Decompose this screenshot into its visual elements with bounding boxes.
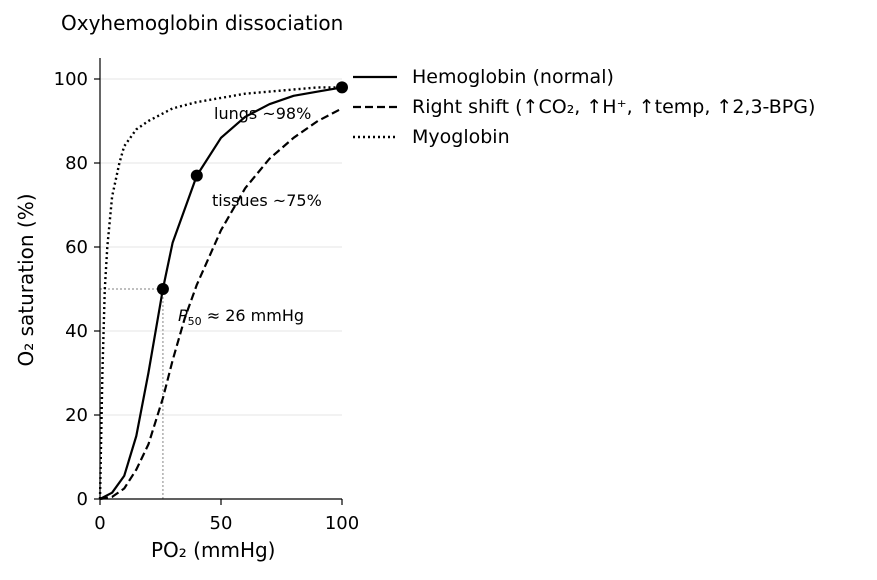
data-point-marker — [336, 81, 348, 94]
annotation-p50-rest: ≈ 26 mmHg — [201, 306, 305, 325]
data-point-marker — [156, 283, 169, 295]
ticks: 0 50 100 0 20 40 60 80 100 — [54, 69, 360, 534]
y-tick-label: 60 — [65, 237, 88, 258]
legend-label-myoglobin: Myoglobin — [412, 126, 510, 148]
series-line-dashed — [99, 107, 343, 501]
y-axis-label: O₂ saturation (%) — [14, 193, 38, 367]
x-tick-label: 0 — [94, 513, 105, 534]
legend-label-right-shift: Right shift (↑CO₂, ↑H⁺, ↑temp, ↑2,3-BPG) — [412, 96, 816, 118]
p50-reference-lines — [100, 288, 164, 499]
y-tick-label: 20 — [65, 405, 88, 426]
data-point-marker — [190, 169, 203, 182]
legend-item-right-shift: Right shift (↑CO₂, ↑H⁺, ↑temp, ↑2,3-BPG) — [353, 92, 815, 122]
series-line-solid — [99, 86, 343, 500]
legend-item-myoglobin: Myoglobin — [353, 122, 815, 152]
y-tick-label: 80 — [65, 153, 88, 174]
legend-swatch-dashed — [353, 105, 397, 109]
y-tick-label: 100 — [54, 69, 88, 90]
y-tick-label: 0 — [77, 489, 88, 510]
annotation-lungs: lungs ~98% — [214, 104, 312, 123]
chart-title: Oxyhemoglobin dissociation — [61, 11, 344, 35]
marker-layer — [156, 81, 348, 295]
x-tick-label: 50 — [210, 513, 233, 534]
annotation-p50-sub: 50 — [187, 315, 202, 329]
legend: Hemoglobin (normal) Right shift (↑CO₂, ↑… — [353, 62, 815, 152]
x-axis-label: PO₂ (mmHg) — [151, 538, 276, 562]
legend-swatch-solid — [353, 75, 397, 79]
annotation-p50: P50 ≈ 26 mmHg — [178, 306, 304, 328]
x-tick-label: 100 — [325, 513, 359, 534]
series-layer — [98, 86, 343, 501]
annotation-p50-main: P — [178, 306, 188, 325]
y-tick-label: 40 — [65, 321, 88, 342]
series-line-dotted — [98, 86, 342, 500]
annotation-tissues: tissues ~75% — [212, 191, 322, 210]
gridlines — [100, 78, 342, 416]
legend-swatch-dotted — [353, 135, 397, 139]
legend-item-hemoglobin: Hemoglobin (normal) — [353, 62, 815, 92]
legend-label-hemoglobin: Hemoglobin (normal) — [412, 66, 614, 88]
